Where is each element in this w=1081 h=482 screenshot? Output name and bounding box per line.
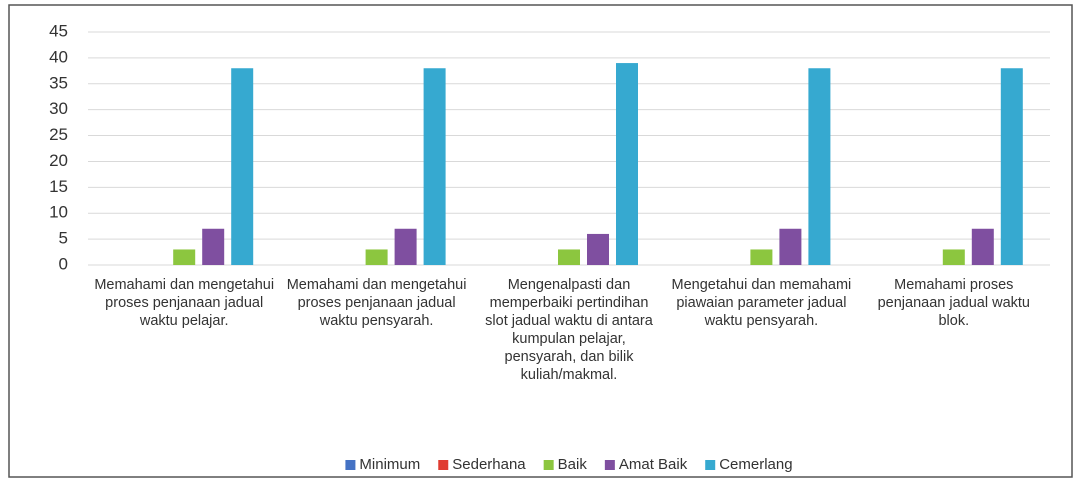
y-tick-label: 40 — [49, 47, 68, 66]
legend-label: Amat Baik — [619, 456, 688, 473]
legend: Minimum Sederhana Baik Amat Baik Cemerlang — [345, 456, 793, 473]
legend-swatch — [345, 460, 356, 470]
legend-swatch — [604, 460, 615, 470]
x-tick-label-box: Mengetahui dan memahami piawaian paramet… — [671, 277, 852, 329]
bar — [779, 228, 802, 265]
x-tick-label-box: Memahami dan mengetahui proses penjanaan… — [94, 277, 275, 329]
y-tick-label: 0 — [59, 254, 68, 273]
legend-swatch — [705, 460, 716, 470]
y-tick-label: 30 — [49, 99, 68, 118]
y-tick-label: 25 — [49, 125, 68, 144]
x-tick-label: Memahami dan mengetahui proses penjanaan… — [94, 277, 275, 329]
bar — [423, 68, 446, 265]
frame — [8, 4, 1073, 478]
x-tick-label: Mengetahui dan memahami piawaian paramet… — [671, 277, 852, 329]
x-tick-label-box: Memahami proses penjanaan jadual waktu b… — [877, 277, 1030, 329]
bar — [558, 249, 580, 265]
bar — [365, 249, 388, 265]
bar — [971, 228, 994, 265]
x-tick-label: Memahami dan mengetahui proses penjanaan… — [286, 277, 467, 329]
x-tick-label: Memahami proses penjanaan jadual waktu b… — [877, 277, 1030, 329]
y-tick-label: 20 — [49, 151, 68, 170]
bar — [1000, 68, 1023, 265]
legend-swatch — [543, 460, 554, 470]
bar — [231, 68, 254, 265]
legend-label: Sederhana — [452, 456, 526, 473]
bar — [202, 228, 225, 265]
y-tick-label: 5 — [59, 229, 68, 248]
legend-label: Minimum — [359, 456, 420, 473]
y-tick-label: 45 — [49, 21, 68, 40]
legend-swatch — [438, 460, 449, 470]
bar — [173, 249, 196, 265]
bar — [587, 233, 609, 265]
x-tick-label-box: Memahami dan mengetahui proses penjanaan… — [286, 277, 467, 329]
bar — [942, 249, 965, 265]
legend-label: Baik — [558, 456, 588, 473]
bar — [616, 63, 638, 265]
legend-label: Cemerlang — [719, 456, 792, 473]
x-tick-label-box: Mengenalpasti dan memperbaiki pertindiha… — [485, 277, 653, 383]
bar — [808, 68, 831, 265]
bar — [394, 228, 417, 265]
y-tick-label: 15 — [49, 177, 68, 196]
y-tick-label: 10 — [49, 203, 68, 222]
x-tick-label: Mengenalpasti dan memperbaiki pertindiha… — [485, 277, 653, 383]
y-tick-label: 35 — [49, 73, 68, 92]
bar — [750, 249, 773, 265]
